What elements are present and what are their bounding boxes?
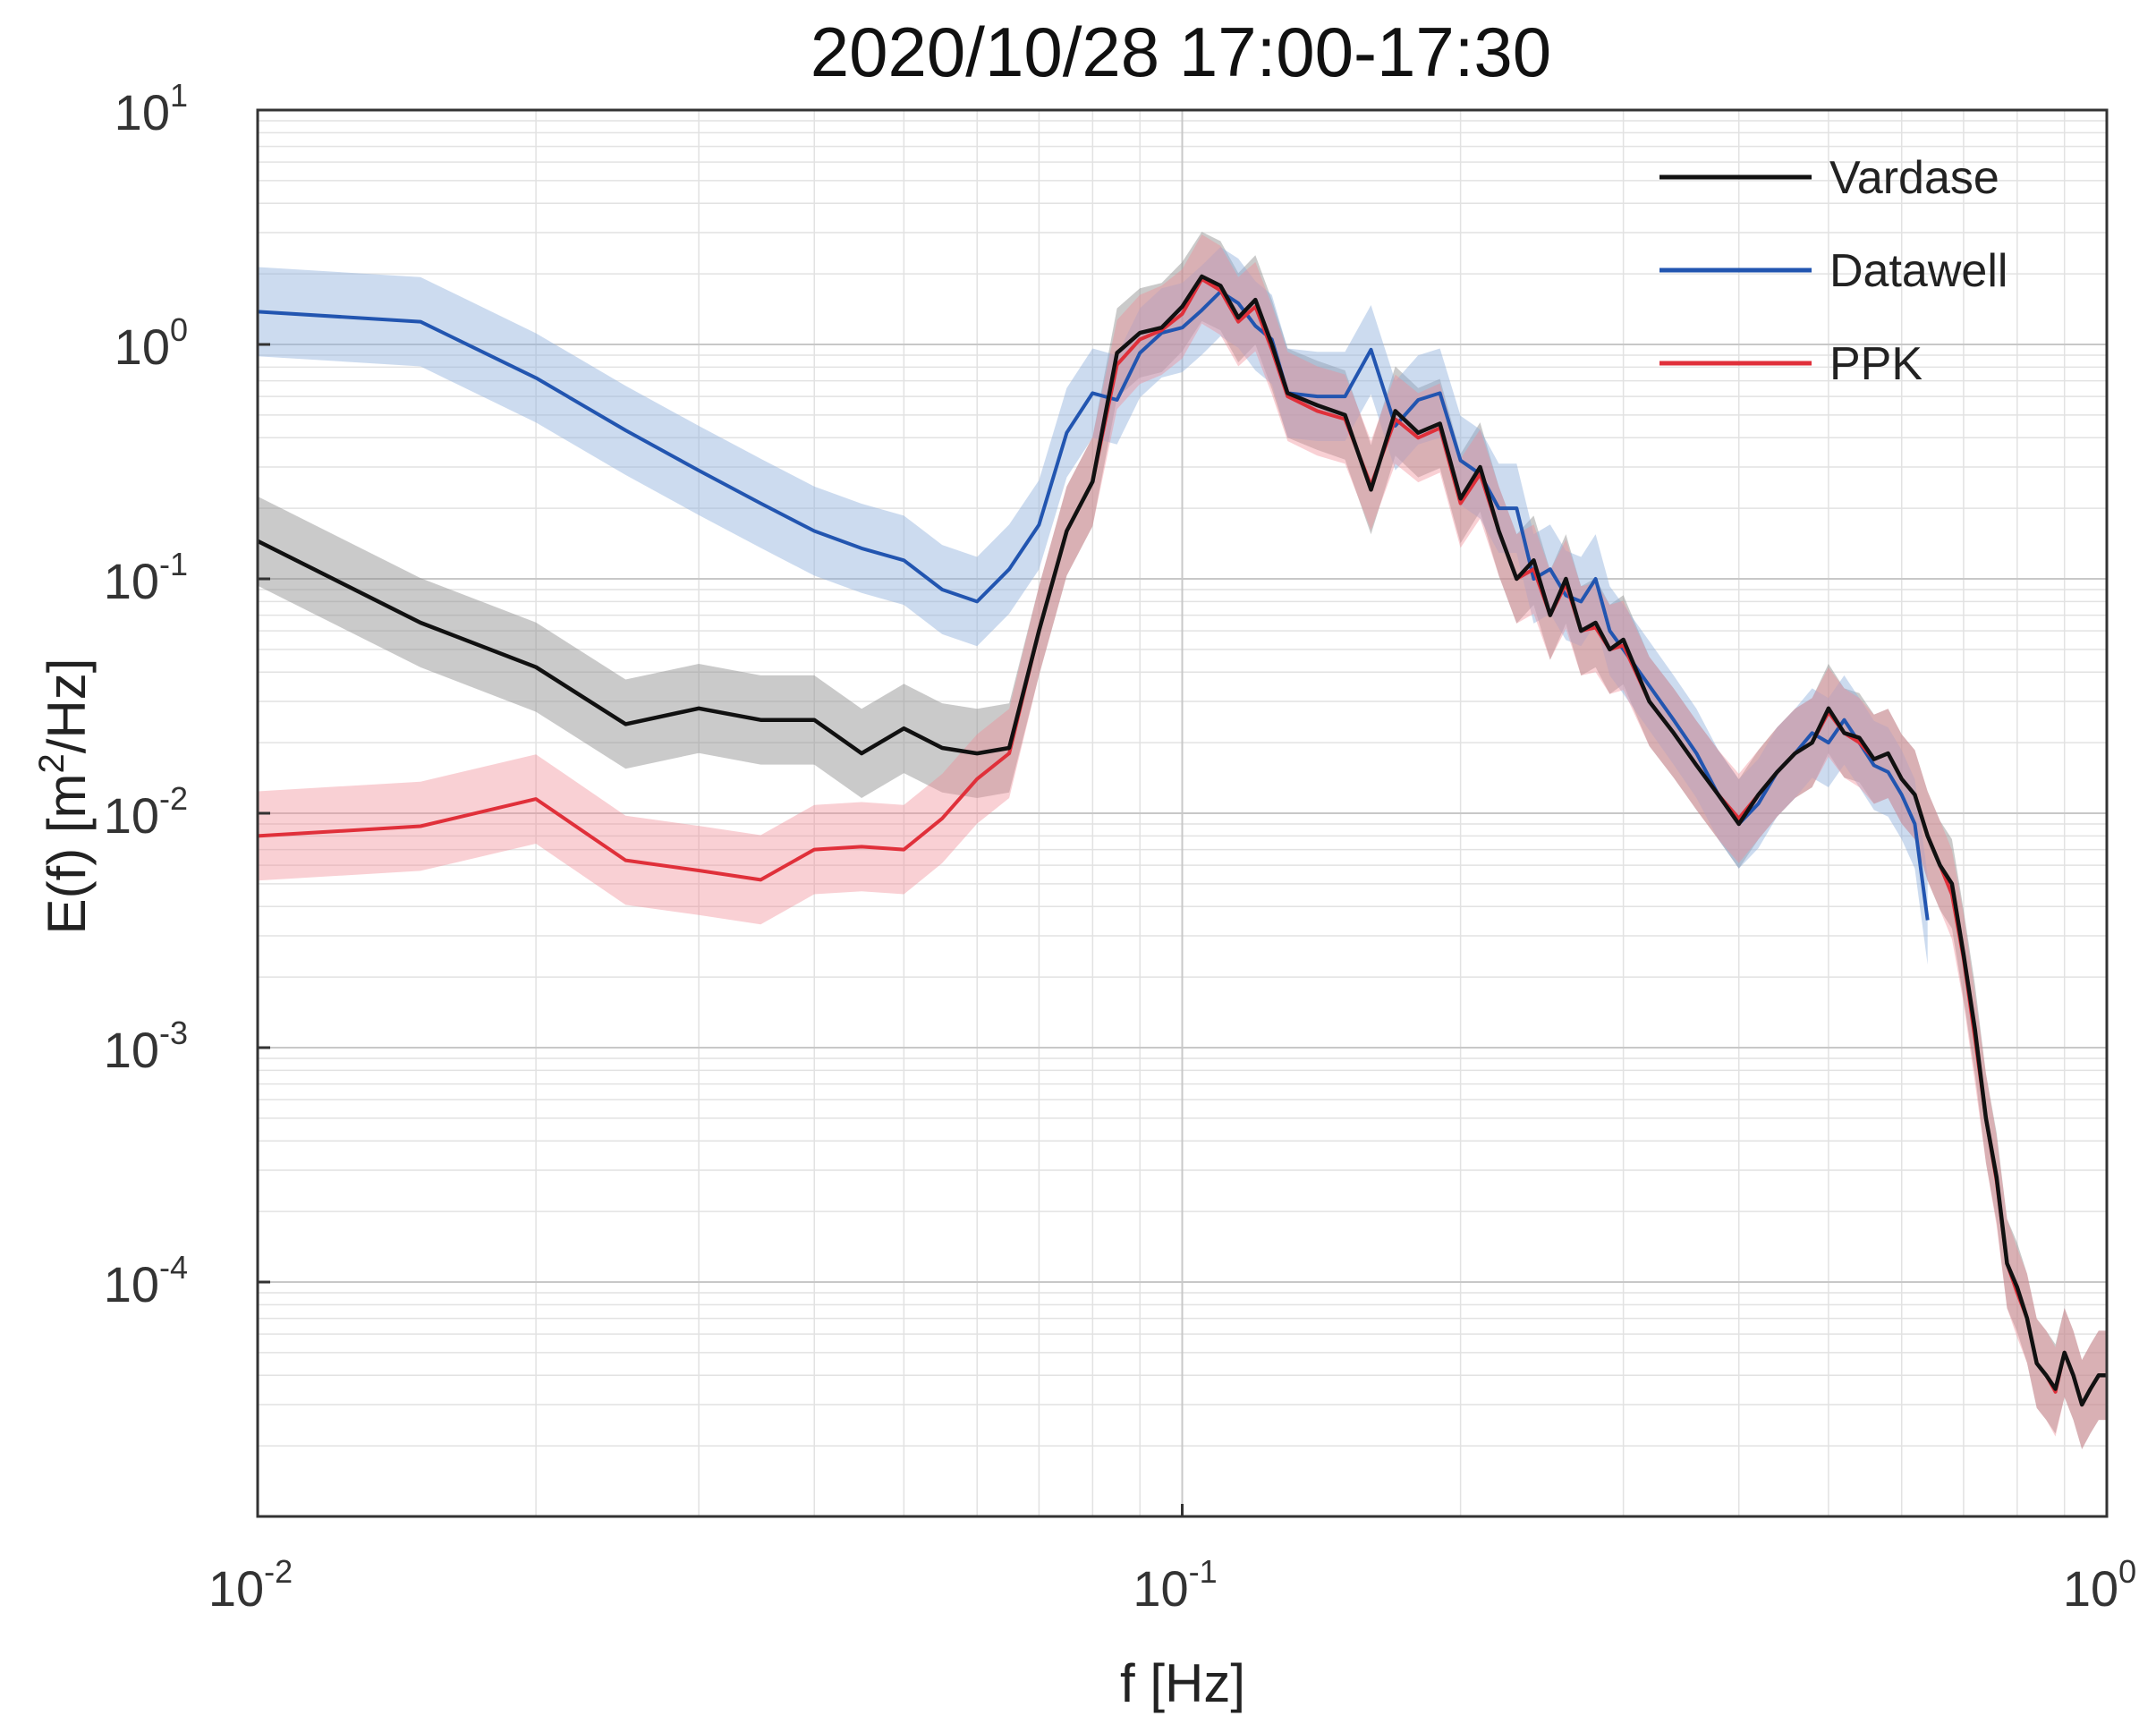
y-tick-exponent: -3: [159, 1015, 188, 1051]
x-axis-label: f [Hz]: [1120, 1653, 1245, 1713]
legend-label-datawell: Datawell: [1829, 245, 2007, 297]
x-tick-base: 10: [208, 1560, 264, 1617]
x-tick-label: 10-2: [208, 1553, 293, 1617]
y-tick-base: 10: [115, 318, 170, 375]
y-axis-label-superscript: 2: [32, 753, 72, 773]
x-tick-exponent: -1: [1189, 1553, 1218, 1590]
x-tick-base: 10: [2063, 1560, 2118, 1617]
y-tick-label: 10-4: [104, 1249, 188, 1312]
y-tick-exponent: -2: [159, 780, 188, 817]
legend-label-vardase: Vardase: [1829, 152, 1999, 204]
y-axis-label: E(f) [m2/Hz]: [32, 658, 97, 935]
series-lines: [256, 274, 2107, 1407]
confidence-band-datawell: [258, 247, 1928, 965]
y-tick-label: 10-2: [104, 780, 188, 844]
x-tick-exponent: -2: [264, 1553, 293, 1590]
x-axis-ticks: 10-2 10-1 100: [208, 1504, 2136, 1617]
x-tick-label: 100: [2063, 1553, 2136, 1617]
y-tick-base: 10: [104, 787, 159, 844]
y-tick-base: 10: [115, 84, 170, 140]
y-axis-label-main: E(f) [m: [37, 773, 97, 934]
x-tick-label: 10-1: [1133, 1553, 1217, 1617]
y-tick-base: 10: [104, 553, 159, 609]
y-tick-label: 10-3: [104, 1015, 188, 1078]
x-tick-base: 10: [1133, 1560, 1188, 1617]
y-tick-exponent: 0: [170, 311, 188, 348]
y-tick-base: 10: [104, 1022, 159, 1078]
confidence-band-ppk: [258, 234, 2107, 1449]
y-tick-label: 100: [115, 311, 188, 375]
y-tick-label: 101: [115, 77, 188, 140]
legend: Vardase Datawell PPK: [1659, 152, 2007, 390]
confidence-band-vardase: [258, 232, 2107, 1449]
y-tick-exponent: -1: [159, 546, 188, 582]
y-tick-label: 10-1: [104, 546, 188, 609]
x-tick-exponent: 0: [2118, 1553, 2136, 1590]
y-tick-exponent: -4: [159, 1249, 188, 1286]
y-tick-base: 10: [104, 1256, 159, 1312]
y-axis-label-tail: /Hz]: [37, 658, 97, 754]
chart-title: 2020/10/28 17:00-17:30: [811, 13, 1551, 91]
y-tick-exponent: 1: [170, 77, 188, 114]
series-line-vardase: [256, 274, 2107, 1407]
legend-label-ppk: PPK: [1829, 338, 1923, 390]
confidence-bands: [258, 232, 2107, 1449]
